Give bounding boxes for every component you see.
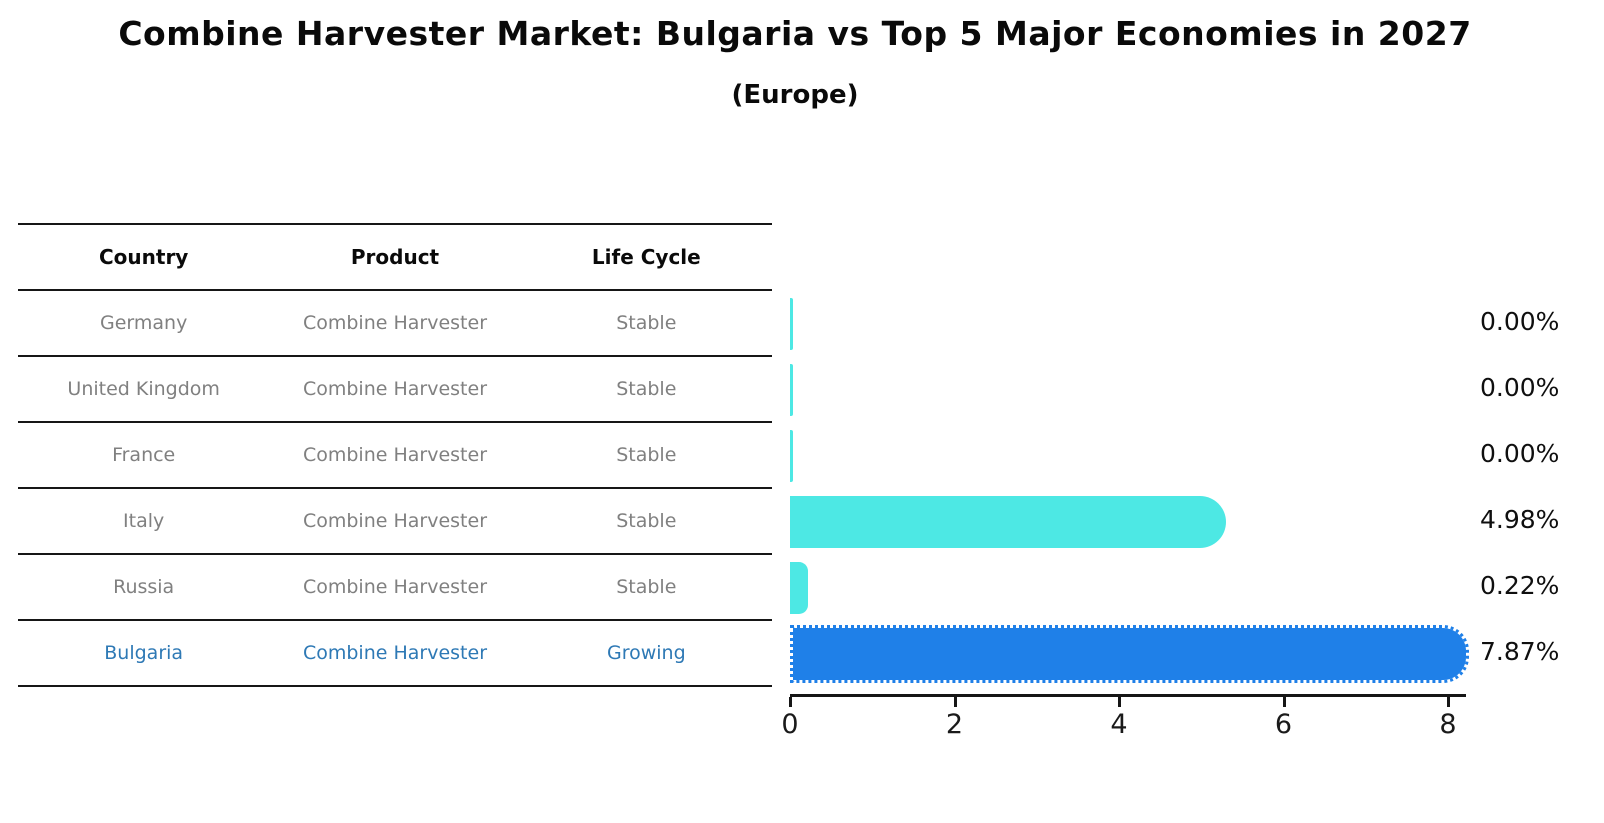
product-cell: Combine Harvester	[302, 510, 488, 532]
value-label-united-kingdom: 0.00%	[1480, 373, 1560, 402]
bar-united-kingdom	[790, 364, 793, 416]
table-body: Germany Combine Harvester Stable United Kin…	[18, 291, 772, 687]
table-row-france: France Combine Harvester Stable	[18, 423, 772, 489]
table-header-product: Product	[350, 245, 440, 269]
country-cell: Russia	[113, 576, 175, 598]
country-cell: France	[112, 444, 176, 466]
life-cycle-cell: Growing	[606, 642, 686, 664]
country-cell: Bulgaria	[104, 642, 184, 664]
x-axis-tick-2	[953, 697, 957, 707]
value-label-russia: 0.22%	[1480, 571, 1560, 600]
x-axis-tick-4	[1118, 697, 1121, 707]
product-cell: Combine Harvester	[302, 642, 488, 664]
value-label-italy: 4.98%	[1480, 505, 1560, 534]
product-cell: Combine Harvester	[302, 576, 488, 598]
x-axis-line	[790, 694, 1466, 697]
life-cycle-cell: Stable	[616, 312, 677, 334]
x-axis-tick-label-6: 6	[1274, 709, 1293, 740]
x-axis-tick-label-2: 2	[945, 709, 964, 740]
table-header-life-cycle: Life Cycle	[591, 245, 701, 269]
product-cell: Combine Harvester	[302, 378, 488, 400]
country-cell: United Kingdom	[67, 378, 220, 400]
country-cell: Germany	[100, 312, 188, 334]
x-axis-tick-label-8: 8	[1439, 709, 1457, 740]
life-cycle-cell: Stable	[616, 444, 677, 466]
bar-italy	[790, 496, 1226, 548]
bar-bulgaria	[790, 625, 1469, 683]
product-cell: Combine Harvester	[302, 312, 488, 334]
x-axis-tick-8	[1447, 697, 1450, 707]
table-row-bulgaria: Bulgaria Combine Harvester Growing	[18, 621, 772, 687]
chart-subtitle: (Europe)	[731, 80, 859, 110]
life-cycle-cell: Stable	[616, 510, 677, 532]
value-label-germany: 0.00%	[1480, 307, 1560, 336]
bar-russia	[790, 562, 808, 614]
x-axis-tick-label-4: 4	[1110, 709, 1128, 740]
life-cycle-cell: Stable	[616, 378, 677, 400]
product-cell: Combine Harvester	[302, 444, 488, 466]
bar-germany	[790, 298, 793, 350]
x-axis-tick-label-0: 0	[781, 709, 799, 740]
table-row-italy: Italy Combine Harvester Stable	[18, 489, 772, 555]
table-header-row: Country Product Life Cycle	[18, 225, 772, 291]
table-row-united-kingdom: United Kingdom Combine Harvester Stable	[18, 357, 772, 423]
bar-france	[790, 430, 793, 482]
country-cell: Italy	[123, 510, 165, 532]
table-row-russia: Russia Combine Harvester Stable	[18, 555, 772, 621]
value-label-bulgaria: 7.87%	[1480, 637, 1560, 666]
life-cycle-cell: Stable	[616, 576, 677, 598]
country-table: Country Product Life Cycle Germany Combin…	[18, 223, 772, 687]
x-axis-tick-0	[789, 697, 792, 707]
value-label-france: 0.00%	[1480, 439, 1560, 468]
chart-title: Combine Harvester Market: Bulgaria vs To…	[118, 14, 1472, 53]
table-header-country: Country	[98, 245, 189, 269]
x-axis-tick-6	[1282, 697, 1286, 707]
table-row-germany: Germany Combine Harvester Stable	[18, 291, 772, 357]
